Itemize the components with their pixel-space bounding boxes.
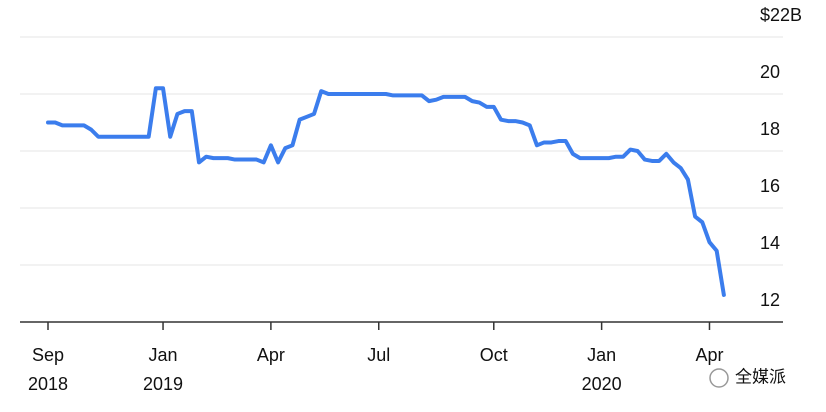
data-line [46, 86, 726, 297]
x-tick-label: Oct [480, 345, 508, 365]
y-tick-label: $22B [760, 5, 802, 25]
x-tick-label: Sep [32, 345, 64, 365]
x-tick-label: Jan [149, 345, 178, 365]
y-tick-label: 16 [760, 176, 780, 196]
x-year-label: 2019 [143, 374, 183, 394]
x-year-label: 2018 [28, 374, 68, 394]
x-tick-label: Apr [257, 345, 285, 365]
x-tick-label: Jan [587, 345, 616, 365]
x-year-label: 2020 [582, 374, 622, 394]
watermark-icon [709, 368, 729, 388]
y-tick-label: 20 [760, 62, 780, 82]
y-tick-label: 18 [760, 119, 780, 139]
y-tick-label: 12 [760, 290, 780, 310]
x-tick-label: Jul [367, 345, 390, 365]
y-tick-label: 14 [760, 233, 780, 253]
watermark: 全媒派 [735, 367, 786, 386]
x-tick-label: Apr [695, 345, 723, 365]
